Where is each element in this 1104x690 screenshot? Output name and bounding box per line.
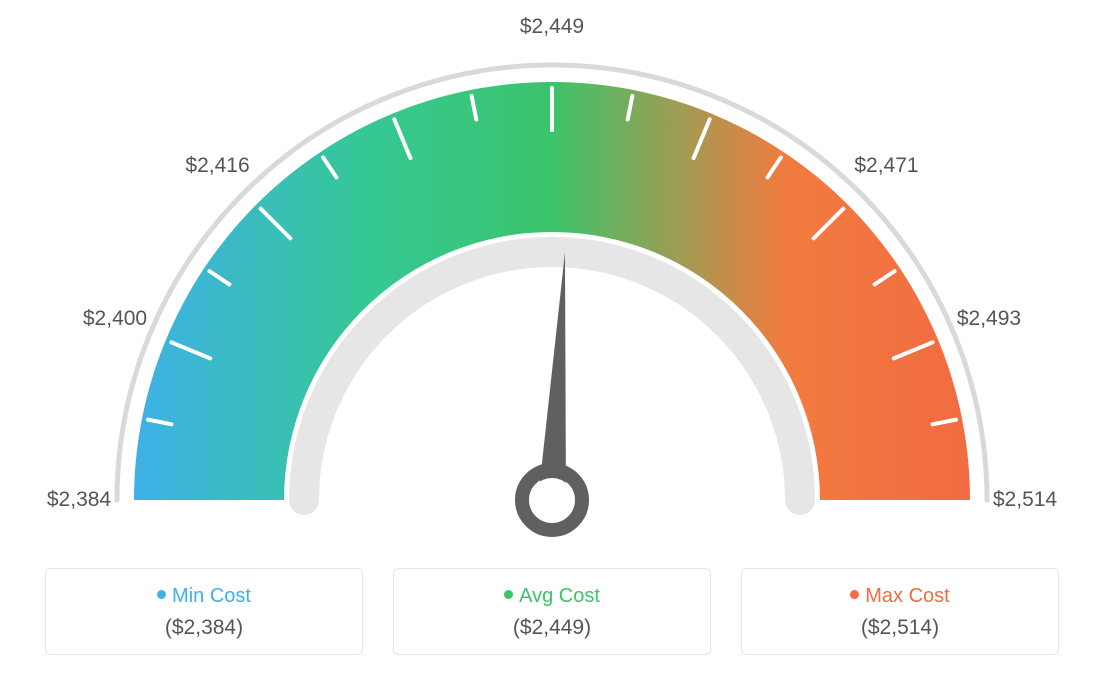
gauge-tick-label: $2,400 <box>83 307 147 331</box>
legend-value-min: ($2,384) <box>46 616 362 640</box>
gauge-tick-label: $2,449 <box>520 15 584 39</box>
gauge-area: $2,384$2,400$2,416$2,449$2,471$2,493$2,5… <box>52 20 1052 540</box>
gauge-tick-label: $2,471 <box>854 154 918 178</box>
legend-label-max: Max Cost <box>865 585 949 607</box>
legend-label-min: Min Cost <box>172 585 251 607</box>
dot-icon-avg <box>504 590 513 599</box>
gauge-tick-label: $2,514 <box>993 488 1057 512</box>
legend-title-max: Max Cost <box>742 585 1058 608</box>
gauge-tick-label: $2,493 <box>957 307 1021 331</box>
gauge-chart-container: $2,384 $2,400 $2,416 $2,449 $2,471 $2,493 $2,5… <box>0 0 1104 690</box>
gauge-svg <box>52 20 1052 540</box>
legend-title-avg: Avg Cost <box>394 585 710 608</box>
dot-icon-max <box>850 590 859 599</box>
legend-row: Min Cost ($2,384) Avg Cost ($2,449) Max … <box>0 568 1104 655</box>
gauge-tick-label: $2,416 <box>185 154 249 178</box>
gauge-tick-label: $2,384 <box>47 488 111 512</box>
legend-label-avg: Avg Cost <box>519 585 600 607</box>
legend-card-min: Min Cost ($2,384) <box>45 568 363 655</box>
legend-value-avg: ($2,449) <box>394 616 710 640</box>
legend-value-max: ($2,514) <box>742 616 1058 640</box>
dot-icon-min <box>157 590 166 599</box>
legend-card-avg: Avg Cost ($2,449) <box>393 568 711 655</box>
legend-title-min: Min Cost <box>46 585 362 608</box>
legend-card-max: Max Cost ($2,514) <box>741 568 1059 655</box>
